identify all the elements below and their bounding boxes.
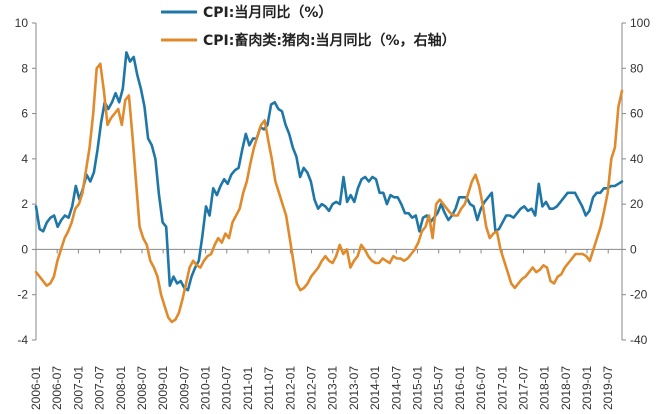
x-tick-label: 2015-01 xyxy=(410,366,424,410)
x-tick-label: 2016-07 xyxy=(474,366,488,410)
x-tick-label: 2016-01 xyxy=(453,366,467,410)
x-tick-label: 2006-07 xyxy=(50,366,64,410)
right-y-tick-label: 100 xyxy=(630,16,650,30)
legend: CPI:当月同比（%） CPI:畜肉类:猪肉:当月同比（%，右轴） xyxy=(161,4,456,49)
left-y-tick-label: 0 xyxy=(21,242,28,256)
x-tick-label: 2008-07 xyxy=(135,366,149,410)
x-tick-label: 2010-07 xyxy=(220,366,234,410)
right-y-tick-label: 60 xyxy=(630,107,644,121)
left-y-tick-label: 2 xyxy=(21,197,28,211)
x-tick-label: 2010-01 xyxy=(199,366,213,410)
x-tick-label: 2017-07 xyxy=(516,366,530,410)
legend-label-pork-cpi: CPI:畜肉类:猪肉:当月同比（%，右轴） xyxy=(203,32,456,49)
x-tick-label: 2017-01 xyxy=(495,366,509,410)
x-tick-label: 2019-01 xyxy=(580,366,594,410)
x-tick-label: 2018-07 xyxy=(559,366,573,410)
left-y-tick-label: 8 xyxy=(21,61,28,75)
left-y-tick-label: 6 xyxy=(21,107,28,121)
x-tick-label: 2012-07 xyxy=(305,366,319,410)
x-tick-label: 2018-01 xyxy=(538,366,552,410)
series-line-pork-cpi xyxy=(34,62,624,324)
x-tick-label: 2019-07 xyxy=(601,366,615,410)
x-tick-label: 2009-01 xyxy=(156,366,170,410)
right-y-tick-label: 0 xyxy=(630,242,637,256)
right-y-tick-label: -20 xyxy=(630,288,648,302)
x-tick-label: 2011-07 xyxy=(262,367,276,410)
x-tick-label: 2007-01 xyxy=(71,366,85,410)
x-tick-label: 2013-07 xyxy=(347,366,361,410)
plot-area xyxy=(34,51,624,324)
x-tick-label: 2014-01 xyxy=(368,366,382,410)
x-tick-label: 2012-01 xyxy=(283,366,297,410)
right-y-tick-label: 80 xyxy=(630,61,644,75)
right-y-tick-label: 20 xyxy=(630,197,644,211)
x-tick-label: 2014-07 xyxy=(389,366,403,410)
right-y-tick-label: 40 xyxy=(630,152,644,166)
left-y-tick-label: 4 xyxy=(21,152,28,166)
left-y-tick-label: 10 xyxy=(15,16,29,30)
left-y-tick-label: -2 xyxy=(17,288,28,302)
right-y-tick-label: -40 xyxy=(630,333,648,347)
x-tick-label: 2006-01 xyxy=(29,366,43,410)
x-tick-label: 2008-01 xyxy=(114,366,128,410)
left-y-tick-label: -4 xyxy=(17,333,28,347)
x-tick-label: 2011-01 xyxy=(241,367,255,410)
x-tick-label: 2007-07 xyxy=(93,366,107,410)
x-tick-label: 2015-07 xyxy=(432,366,446,410)
legend-label-cpi: CPI:当月同比（%） xyxy=(203,4,332,21)
x-tick-label: 2013-01 xyxy=(326,366,340,410)
x-tick-label: 2009-07 xyxy=(177,366,191,410)
series-line-cpi xyxy=(34,51,624,292)
